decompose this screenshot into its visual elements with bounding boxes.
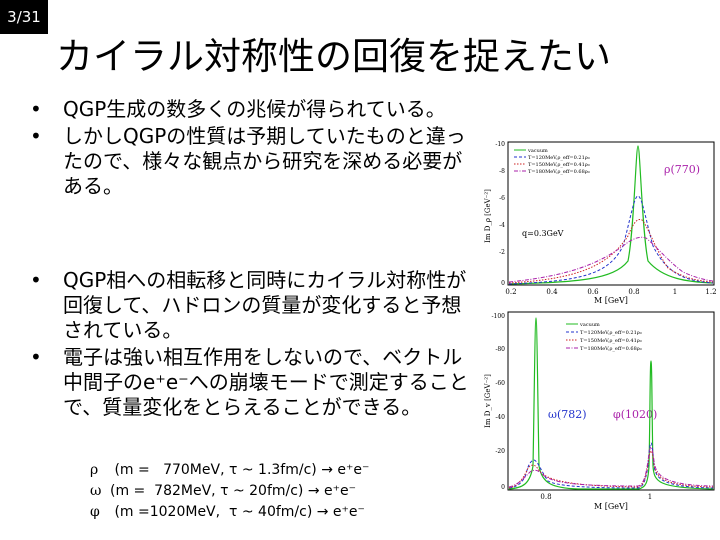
x-tick-label: 1 <box>673 288 677 296</box>
y-tick-label: -100 <box>492 313 506 320</box>
slide-title: カイラル対称性の回復を捉えたい <box>56 35 611 78</box>
vacuum-curve <box>508 317 714 490</box>
vacuum-curve <box>508 145 714 285</box>
meson-symbol: ρ <box>90 462 99 478</box>
meson-symbol: ω <box>90 483 102 499</box>
bullet-list-top: QGP生成の数多くの兆候が得られている。 しかしQGPの性質は予期していたものと… <box>30 97 479 201</box>
legend-entry: T=180MeV,ρ_eff=0.68ρ₀ <box>580 346 642 352</box>
y-tick-label: 0 <box>501 484 505 491</box>
meson-text: (m = 782MeV, τ ~ 20fm/c) → e⁺e⁻ <box>110 483 357 499</box>
meson-text: (m = 770MeV, τ ~ 1.3fm/c) → e⁺e⁻ <box>110 462 370 478</box>
legend-entry: vacuum <box>579 322 600 328</box>
y-tick-label: 0 <box>501 280 505 287</box>
x-tick-label: 1.2 <box>705 288 716 296</box>
plot-frame <box>507 141 715 286</box>
legend-entry: T=120MeV,ρ_eff=0.21ρ₀ <box>528 155 590 161</box>
y-tick-label: -10 <box>495 141 505 148</box>
plot-frame <box>507 311 715 491</box>
rho-spectral-figure: -10 -8 -6 -4 -2 0 0.2 0.4 0.6 0.8 1 1.2 … <box>484 141 717 305</box>
y-tick-label: -40 <box>495 414 505 421</box>
x-tick-label: 1 <box>648 493 652 501</box>
legend-entry: vacuum <box>527 148 548 154</box>
t120-curve <box>508 442 714 489</box>
bullet-list-bottom: QGP相への相転移と同時にカイラル対称性が回復して、ハドロンの質量が変化すると予… <box>30 268 479 422</box>
omega-phi-spectral-figure: -100 -80 -60 -40 -20 0 0.8 1 M [GeV] Im … <box>484 311 715 511</box>
y-tick-label: -6 <box>499 195 505 202</box>
y-tick-label: -20 <box>495 448 505 455</box>
y-axis-label: Im D_v [GeV⁻²] <box>484 374 492 428</box>
t180-curve <box>508 446 714 488</box>
y-tick-label: -4 <box>499 222 505 229</box>
meson-decay-list: ρ (m = 770MeV, τ ~ 1.3fm/c) → e⁺e⁻ ω (m =… <box>90 460 369 523</box>
bullet-item: QGP生成の数多くの兆候が得られている。 <box>30 97 479 122</box>
t150-curve <box>508 450 714 489</box>
slide-number: 3/31 <box>0 0 48 34</box>
bullet-item: 電子は強い相互作用をしないので、ベクトル中間子のe⁺e⁻への崩壊モードで測定する… <box>30 345 479 420</box>
x-tick-label: 0.8 <box>628 288 639 296</box>
legend-entry: T=180MeV,ρ_eff=0.68ρ₀ <box>528 169 590 175</box>
rho-peak-label: ρ(770) <box>664 163 700 176</box>
t180-curve <box>508 236 714 283</box>
meson-symbol: φ <box>90 504 100 520</box>
x-axis-label: M [GeV] <box>594 296 628 305</box>
legend-entry: T=150MeV,ρ_eff=0.41ρ₀ <box>528 162 590 168</box>
legend-entry: T=150MeV,ρ_eff=0.41ρ₀ <box>580 338 642 344</box>
meson-item-omega: ω (m = 782MeV, τ ~ 20fm/c) → e⁺e⁻ <box>90 481 369 502</box>
meson-item-phi: φ (m =1020MeV, τ ~ 40fm/c) → e⁺e⁻ <box>90 502 369 523</box>
x-tick-label: 0.8 <box>540 493 551 501</box>
phi-peak-label: φ(1020) <box>613 408 657 421</box>
t150-curve <box>508 218 714 284</box>
y-tick-label: -60 <box>495 380 505 387</box>
y-tick-label: -2 <box>499 249 505 256</box>
legend-entry: T=120MeV,ρ_eff=0.21ρ₀ <box>580 330 642 336</box>
t120-curve <box>508 195 714 285</box>
momentum-label: q=0.3GeV <box>522 229 564 238</box>
x-axis-label: M [GeV] <box>594 502 628 511</box>
meson-item-rho: ρ (m = 770MeV, τ ~ 1.3fm/c) → e⁺e⁻ <box>90 460 369 481</box>
bullet-item: しかしQGPの性質は予期していたものと違ったので、様々な観点から研究を深める必要… <box>30 124 479 199</box>
y-tick-label: -8 <box>499 168 505 175</box>
y-axis-label: Im D_ρ [GeV⁻²] <box>484 189 492 243</box>
x-tick-label: 0.4 <box>546 288 558 296</box>
meson-text: (m =1020MeV, τ ~ 40fm/c) → e⁺e⁻ <box>110 504 365 520</box>
x-tick-label: 0.2 <box>505 288 516 296</box>
omega-peak-label: ω(782) <box>548 408 587 421</box>
y-tick-label: -80 <box>495 346 505 353</box>
bullet-item: QGP相への相転移と同時にカイラル対称性が回復して、ハドロンの質量が変化すると予… <box>30 268 479 343</box>
x-tick-label: 0.6 <box>587 288 599 296</box>
